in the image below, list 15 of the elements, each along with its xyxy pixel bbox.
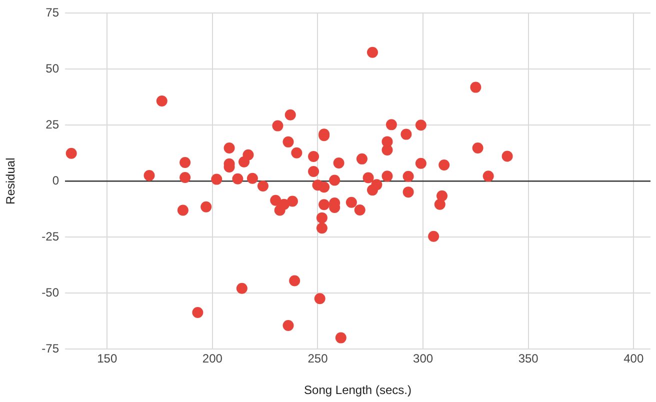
x-tick-label: 350 [518,352,539,366]
x-axis-title: Song Length (secs.) [304,383,412,398]
y-tick-label: 0 [52,173,60,188]
y-tick-label: -50 [42,285,60,300]
x-tick-label: 400 [624,352,644,366]
y-tick-label: 25 [46,117,60,132]
x-tick-label: 300 [413,352,434,366]
y-tick-label: -75 [42,341,60,356]
y-tick-label: -25 [42,229,60,244]
x-tick-label: 250 [308,352,328,366]
y-axis-title: Residual [4,158,18,204]
x-tick-label: 150 [97,352,118,366]
y-tick-label: 50 [46,61,60,76]
y-tick-label: 75 [46,6,60,20]
x-tick-label: 200 [202,352,223,366]
